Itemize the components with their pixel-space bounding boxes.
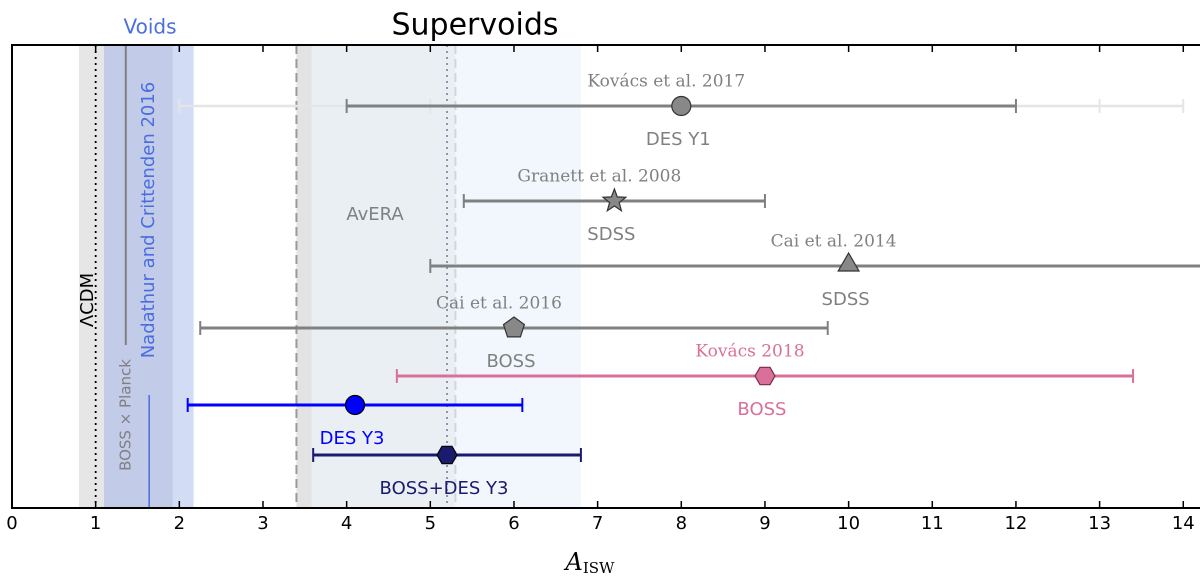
lcdm-label: ΛCDM [77, 273, 98, 327]
band [311, 45, 456, 508]
x-tick-label: 6 [508, 513, 519, 534]
x-tick-label: 1 [90, 513, 101, 534]
point-name: DES Y1 [646, 129, 711, 150]
x-tick-label: 4 [341, 513, 352, 534]
reference-label: Kovács 2018 [695, 342, 804, 362]
nadathur-label: Nadathur and Crittenden 2016 [138, 82, 159, 359]
x-tick-label: 11 [921, 513, 944, 534]
x-tick-label: 8 [676, 513, 687, 534]
point-name: DES Y3 [320, 428, 385, 449]
chart-title: Supervoids [391, 8, 558, 43]
x-axis-label-main: A [564, 548, 583, 576]
marker [344, 394, 366, 416]
point-name: SDSS [822, 289, 870, 310]
band [455, 45, 581, 508]
x-tick-label: 13 [1088, 513, 1111, 534]
point-name: SDSS [587, 224, 635, 245]
axes-frame [11, 44, 1200, 509]
x-tick-label: 12 [1004, 513, 1027, 534]
x-axis-label: AISW [564, 548, 616, 578]
x-tick-label: 3 [257, 513, 268, 534]
x-tick-label: 2 [174, 513, 185, 534]
reference-label: Cai et al. 2014 [771, 232, 897, 252]
point-name: BOSS [486, 351, 535, 372]
x-tick-label: 0 [6, 513, 17, 534]
marker [601, 187, 628, 213]
band [296, 45, 312, 508]
points [178, 95, 1200, 465]
marker [754, 366, 776, 386]
marker [502, 316, 526, 338]
band [104, 45, 173, 508]
reference-label: Cai et al. 2016 [436, 294, 562, 314]
reference-label: Granett et al. 2008 [517, 167, 681, 187]
point-name: BOSS [737, 399, 786, 420]
planck-label: BOSS × Planck [116, 359, 134, 471]
x-axis-label-sub: ISW [583, 559, 615, 577]
avera-label: AvERA [346, 204, 404, 225]
x-tick-label: 10 [837, 513, 860, 534]
marker [837, 251, 861, 272]
plot-area [78, 45, 581, 508]
band [78, 45, 105, 508]
marker [671, 95, 692, 117]
x-tick-label: 7 [592, 513, 603, 534]
x-tick-label: 9 [759, 513, 770, 534]
x-tick-label: 5 [425, 513, 436, 534]
point-name: BOSS+DES Y3 [380, 478, 509, 499]
x-tick-label: 14 [1172, 513, 1195, 534]
reference-label: Kovács et al. 2017 [587, 72, 745, 92]
voids-title: Voids [123, 15, 176, 39]
marker [436, 445, 458, 465]
